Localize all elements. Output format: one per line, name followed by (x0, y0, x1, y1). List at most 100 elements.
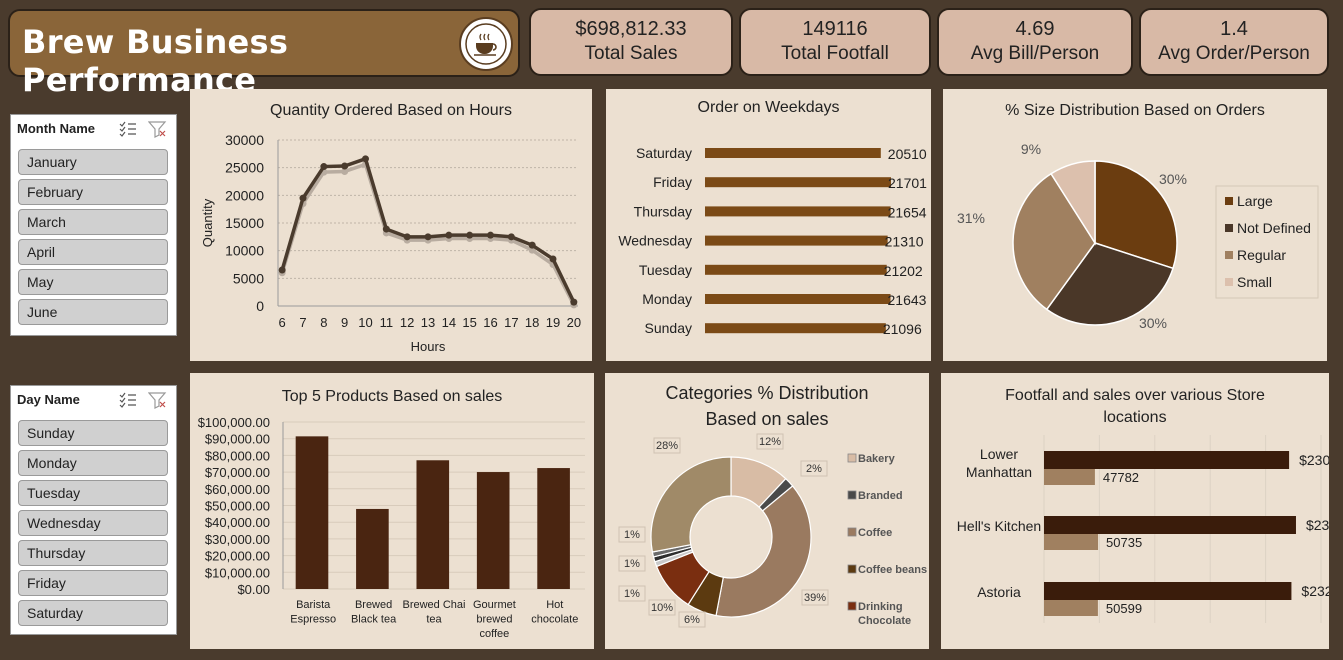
clear-filter-icon[interactable] (148, 120, 168, 138)
category-label: Friday (653, 174, 692, 190)
slicer-item-saturday[interactable]: Saturday (18, 600, 168, 626)
slicer-item-wednesday[interactable]: Wednesday (18, 510, 168, 536)
kpi-total-sales: $698,812.33 Total Sales (529, 8, 733, 76)
bar (705, 148, 881, 158)
footfall-bar (1044, 534, 1099, 550)
legend-label: Small (1237, 274, 1272, 290)
data-label: 31% (957, 210, 985, 226)
legend-swatch (1225, 251, 1233, 259)
y-tick-label: $50,000.00 (205, 499, 270, 514)
y-tick-label: $0.00 (237, 582, 270, 597)
data-point (487, 231, 494, 239)
slicer-title: Month Name (17, 121, 95, 136)
pie-slice (1094, 160, 1178, 270)
legend-swatch (847, 601, 857, 611)
kpi-avg-bill: 4.69 Avg Bill/Person (937, 8, 1133, 76)
sales-bar (1044, 582, 1292, 600)
data-label-box (801, 589, 829, 606)
kpi-label: Total Sales (584, 43, 678, 64)
x-tick-label: 8 (320, 315, 327, 330)
pie-slice (1050, 160, 1096, 246)
y-tick-label: $10,000.00 (205, 565, 270, 580)
data-point (278, 266, 286, 274)
y-tick-label: $40,000.00 (205, 515, 270, 530)
y-tick-label: 10000 (225, 243, 264, 259)
data-point (507, 233, 515, 241)
donut-slice (650, 456, 732, 553)
bar (705, 323, 886, 334)
data-label-box (800, 460, 828, 477)
x-axis-title: Hours (411, 339, 446, 354)
multi-select-icon[interactable] (118, 119, 168, 139)
data-label-box (618, 585, 646, 602)
data-point (362, 155, 369, 163)
bar (705, 264, 887, 275)
data-label: 20510 (888, 146, 927, 162)
clear-filter-icon[interactable] (148, 391, 168, 409)
bar (705, 206, 891, 217)
x-tick-label: Gourmet brewed coffee (473, 599, 516, 640)
slicer-item-sunday[interactable]: Sunday (18, 420, 168, 446)
data-label: 21202 (884, 263, 923, 279)
data-point (570, 298, 578, 306)
y-tick-label: 30000 (225, 132, 264, 148)
slicer-item-january[interactable]: January (18, 149, 168, 175)
month-slicer[interactable]: Month Name January February March April … (10, 114, 177, 336)
x-tick-label: Brewed Chai tea (403, 599, 466, 626)
y-tick-label: 5000 (233, 270, 264, 286)
slicer-item-march[interactable]: March (18, 209, 168, 235)
x-tick-label: 20 (567, 315, 581, 330)
x-tick-label: Hot chocolate (531, 599, 578, 626)
slicer-item-friday[interactable]: Friday (18, 570, 168, 596)
footfall-bar (1044, 469, 1095, 485)
category-label: Monday (642, 291, 692, 307)
size-pie-chart: 30% 30% 31% 9% Large Not Defined Regular Small (957, 141, 1319, 331)
legend-label: Regular (1237, 247, 1286, 263)
slicer-item-thursday[interactable]: Thursday (18, 540, 168, 566)
size-chart-panel: % Size Distribution Based on Orders 30% 3… (943, 89, 1327, 361)
data-label: 12% (759, 436, 781, 448)
legend-label: Branded (858, 490, 903, 502)
data-label: 21654 (888, 204, 927, 220)
bar (476, 472, 510, 589)
day-slicer[interactable]: Day Name Sunday Monday Tuesday Wednesday… (10, 385, 177, 635)
x-tick-label: 15 (462, 315, 476, 330)
y-tick-label: $20,000.00 (205, 549, 270, 564)
weekdays-chart-panel: Order on Weekdays Saturday 20510 Friday 217… (606, 89, 931, 361)
legend-label: Bakery (858, 453, 896, 465)
products-chart-panel: Top 5 Products Based on sales $0.00 $10,0… (190, 373, 594, 649)
legend-label: Coffee (858, 527, 892, 539)
x-tick-label: 9 (341, 315, 348, 330)
data-point (424, 233, 432, 241)
series-line (280, 156, 576, 303)
y-tick-label: $90,000.00 (205, 432, 270, 447)
slicer-item-tuesday[interactable]: Tuesday (18, 480, 168, 506)
donut-slice (715, 485, 812, 618)
y-tick-label: $80,000.00 (205, 448, 270, 463)
x-tick-label: 10 (358, 315, 372, 330)
slicer-title: Day Name (17, 392, 80, 407)
slicer-item-june[interactable]: June (18, 299, 168, 325)
x-tick-label: 17 (504, 315, 518, 330)
sales-bar (1044, 451, 1290, 469)
data-point (299, 194, 307, 202)
pie-slice (1012, 172, 1096, 311)
data-label: 21096 (883, 321, 922, 337)
data-label: 1% (624, 558, 640, 570)
y-tick-label: 25000 (225, 160, 264, 176)
slicer-item-february[interactable]: February (18, 179, 168, 205)
data-label: 6% (684, 614, 700, 626)
legend-label: Coffee beans (858, 564, 927, 576)
multi-select-icon[interactable] (118, 390, 168, 410)
category-label: Sunday (645, 320, 692, 336)
legend-swatch (1225, 278, 1233, 286)
legend-swatch (1225, 197, 1233, 205)
slicer-item-monday[interactable]: Monday (18, 450, 168, 476)
data-label: 21310 (885, 234, 924, 250)
slicer-item-may[interactable]: May (18, 269, 168, 295)
data-label: 10% (651, 602, 673, 614)
slicer-item-april[interactable]: April (18, 239, 168, 265)
hours-chart-panel: Quantity Ordered Based on Hours 0 5000 100… (190, 89, 592, 361)
data-label: 9% (1021, 141, 1041, 157)
x-tick-label: 18 (525, 315, 539, 330)
